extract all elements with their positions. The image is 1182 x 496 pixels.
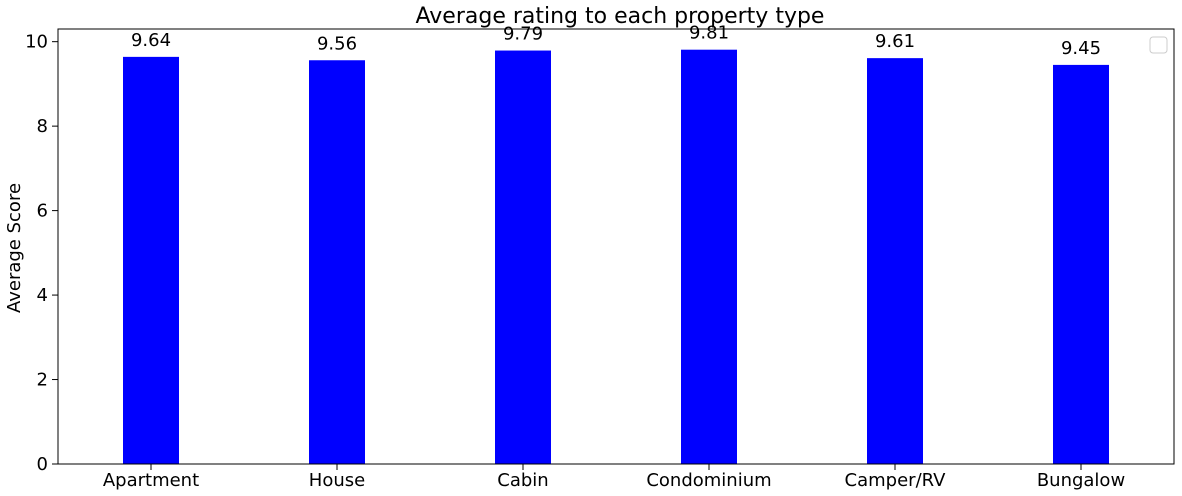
data-label: 9.81	[689, 23, 729, 44]
y-tick-label: 10	[25, 32, 48, 53]
bar	[123, 56, 179, 465]
data-label: 9.79	[503, 24, 543, 45]
y-tick-label: 8	[37, 116, 48, 137]
plot-area: 0 2 4 6 8 10 9.64 Apartment 9.56 House 9.79 Cabin 9.…	[25, 23, 1125, 491]
x-tick-label: Apartment	[103, 470, 199, 491]
data-label: 9.61	[875, 31, 915, 52]
bar	[1053, 64, 1109, 464]
x-tick-label: Cabin	[497, 470, 548, 491]
x-tick-label: House	[309, 470, 365, 491]
data-label: 9.45	[1061, 38, 1101, 59]
data-label: 9.56	[317, 33, 357, 54]
x-tick-label: Camper/RV	[845, 470, 947, 491]
y-tick-label: 2	[37, 370, 48, 391]
plot-frame	[57, 28, 1175, 465]
y-tick-label: 6	[37, 201, 48, 222]
bar	[495, 50, 551, 465]
x-tick-label: Bungalow	[1037, 470, 1125, 491]
bar	[309, 60, 365, 464]
y-tick-label: 4	[37, 285, 48, 306]
data-label: 9.64	[131, 30, 171, 51]
bar	[867, 58, 923, 464]
x-tick-label: Condominium	[646, 470, 771, 491]
y-tick-label: 0	[37, 454, 48, 475]
chart-title: Average rating to each property type	[416, 4, 825, 29]
legend-box	[1149, 36, 1168, 54]
y-axis-title: Average Score	[4, 183, 25, 313]
bar	[681, 49, 737, 464]
